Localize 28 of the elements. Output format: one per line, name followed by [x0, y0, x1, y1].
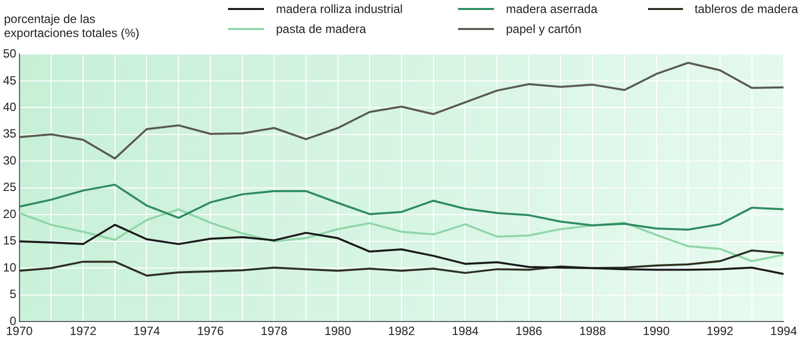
x-tick-label: 1994 [770, 324, 798, 338]
x-tick-label: 1982 [388, 324, 416, 338]
y-tick-label: 40 [2, 100, 17, 114]
y-tick-label: 5 [10, 287, 17, 302]
legend-label: papel y cartón [506, 22, 582, 36]
x-tick-label: 1976 [197, 324, 224, 338]
y-tick-label: 15 [2, 234, 17, 248]
y-tick-label: 35 [2, 126, 17, 141]
x-tick-label: 1980 [324, 324, 352, 338]
x-tick-label: 1974 [133, 324, 160, 338]
y-axis-title: porcentaje de las exportaciones totales (%) [4, 12, 140, 40]
y-tick-label: 25 [2, 180, 17, 194]
x-tick-label: 1992 [706, 324, 734, 338]
x-tick-label: 1984 [452, 324, 479, 338]
y-tick-label: 30 [2, 153, 17, 168]
y-tick-label: 10 [2, 260, 17, 274]
legend-label: madera aserrada [506, 2, 598, 16]
y-tick-label: 20 [2, 206, 17, 221]
x-tick-label: 1972 [70, 324, 97, 338]
legend-label: pasta de madera [276, 22, 366, 36]
x-tick-label: 1990 [642, 324, 670, 338]
x-tick-label: 1978 [260, 324, 288, 338]
x-tick-label: 1988 [579, 324, 606, 338]
y-tick-label: 50 [2, 46, 17, 61]
legend-label: madera rolliza industrial [276, 2, 403, 16]
y-tick-label: 45 [2, 73, 17, 88]
x-tick-label: 1986 [516, 324, 543, 338]
legend-label: tableros de madera [694, 2, 798, 16]
